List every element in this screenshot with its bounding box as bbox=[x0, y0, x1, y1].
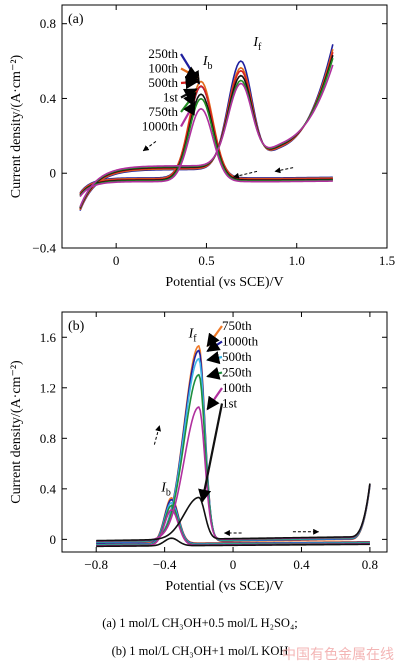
x-tick-label: 0.5 bbox=[198, 253, 214, 268]
x-tick-label: 0.4 bbox=[293, 557, 310, 572]
y-tick-label: 0.8 bbox=[40, 16, 56, 31]
legend-entry-750th: 750th bbox=[222, 318, 252, 333]
scan-direction-arrow bbox=[142, 141, 157, 152]
series-line-1st bbox=[96, 537, 370, 548]
plot-frame bbox=[61, 311, 388, 553]
legend-arrow-500th bbox=[180, 76, 199, 90]
panel-tag: (a) bbox=[68, 12, 84, 27]
y-axis-title: Current density/(A·cm⁻²) bbox=[9, 54, 24, 198]
peak-label-f: If bbox=[252, 35, 262, 53]
peak-label-b: Ib bbox=[160, 480, 171, 498]
legend-entry-1st: 1st bbox=[222, 396, 238, 411]
y-tick-label: 0 bbox=[50, 166, 57, 181]
caption-b: (b) 1 mol/L CH₃OH+1 mol/L KOH bbox=[111, 644, 289, 658]
x-tick-label: 0 bbox=[230, 557, 237, 572]
series-line-100th bbox=[96, 406, 371, 542]
series-line-1000th bbox=[79, 107, 333, 198]
y-tick-label: 1.6 bbox=[40, 330, 57, 345]
series-line-1000th bbox=[79, 64, 334, 208]
series-line-500th bbox=[79, 51, 334, 210]
legend-entry-250th: 250th bbox=[148, 46, 178, 61]
legend-arrow-250th bbox=[206, 366, 223, 380]
series-line-250th bbox=[79, 44, 334, 211]
x-tick-label: −0.4 bbox=[153, 557, 177, 572]
series-line-750th bbox=[79, 57, 334, 208]
y-tick-label: 1.2 bbox=[40, 380, 56, 395]
series-line-100th bbox=[79, 48, 334, 211]
plot-frame bbox=[61, 4, 388, 249]
legend-entry-500th: 500th bbox=[148, 75, 178, 90]
legend-entry-1st: 1st bbox=[163, 90, 179, 105]
x-tick-label: 0 bbox=[113, 253, 120, 268]
panel-tag: (b) bbox=[68, 319, 85, 334]
legend-arrow-100th bbox=[206, 387, 223, 411]
caption-a: (a) 1 mol/L CH₃OH+0.5 mol/L H₂SO₄; bbox=[102, 616, 298, 630]
x-tick-label: 0.8 bbox=[362, 557, 378, 572]
y-axis-title: Current density/(A·cm⁻²) bbox=[9, 360, 24, 504]
legend-entry-250th: 250th bbox=[222, 365, 252, 380]
legend-entry-1000th: 1000th bbox=[222, 334, 259, 349]
peak-label-f: If bbox=[188, 326, 198, 344]
legend-entry-750th: 750th bbox=[148, 104, 178, 119]
legend-entry-100th: 100th bbox=[148, 61, 178, 76]
x-axis-title: Potential (vs SCE)/V bbox=[165, 275, 283, 290]
x-tick-label: 1.5 bbox=[379, 253, 395, 268]
watermark: 中国有色金属在线 bbox=[282, 647, 394, 663]
chart-panel-a: 0 0.5 1.0 1.5 −0.4 0 0.4 0.8 Potential (vs SCE)/… bbox=[9, 4, 395, 290]
legend-arrow-1000th bbox=[206, 339, 223, 353]
x-axis-title: Potential (vs SCE)/V bbox=[165, 579, 283, 594]
y-tick-label: 0.4 bbox=[40, 91, 57, 106]
series-line-1st bbox=[96, 483, 371, 542]
peak-label-b: Ib bbox=[202, 54, 213, 72]
chart-panel-b: −0.8 −0.4 0 0.4 0.8 0 0.4 0.8 1.2 1.6 Potential (v… bbox=[9, 311, 388, 594]
legend-arrow-1000th bbox=[180, 101, 196, 128]
y-tick-label: 0.4 bbox=[40, 481, 57, 496]
x-tick-label: 1.0 bbox=[289, 253, 305, 268]
legend-arrow-1st bbox=[198, 403, 224, 503]
legend-arrow-500th bbox=[206, 351, 223, 365]
scan-direction-arrow bbox=[153, 425, 161, 445]
y-tick-label: −0.4 bbox=[32, 241, 56, 256]
y-tick-label: 0.8 bbox=[40, 431, 56, 446]
legend-entry-1000th: 1000th bbox=[142, 119, 179, 134]
legend-entry-100th: 100th bbox=[222, 380, 252, 395]
scan-direction-arrow bbox=[232, 170, 258, 179]
y-tick-label: 0 bbox=[50, 532, 57, 547]
legend-entry-500th: 500th bbox=[222, 349, 252, 364]
scan-direction-arrow bbox=[274, 167, 294, 174]
x-tick-label: −0.8 bbox=[84, 557, 108, 572]
series-line-1st bbox=[79, 54, 334, 209]
